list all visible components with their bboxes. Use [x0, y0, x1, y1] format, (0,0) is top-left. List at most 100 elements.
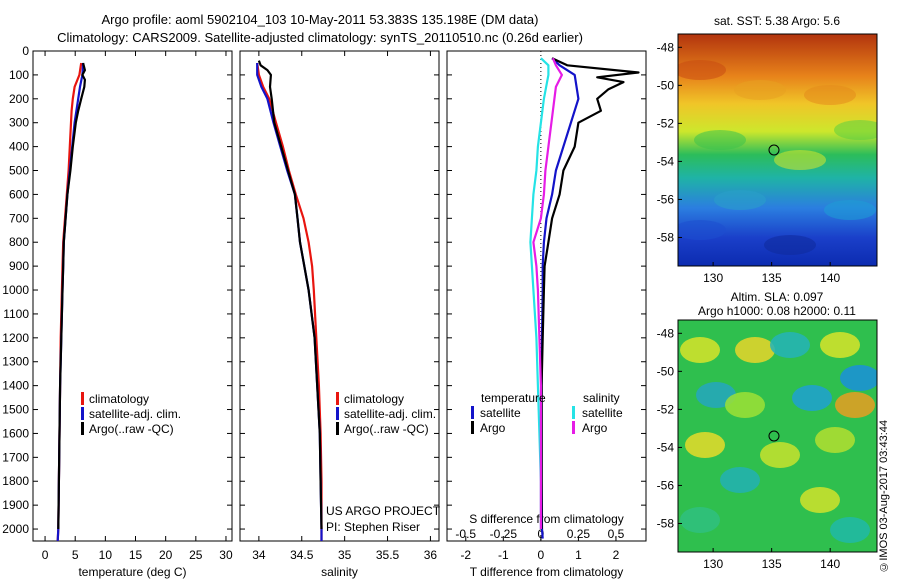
sla-patch [815, 427, 855, 453]
xtick-label: -1 [498, 548, 509, 562]
map-xtick-label: 135 [762, 557, 782, 571]
ytick-label: 0 [22, 44, 29, 58]
legend-label: Argo(..raw -QC) [344, 422, 429, 436]
legend-title: temperature [481, 391, 546, 405]
legend-swatch [471, 406, 474, 419]
legend-swatch [572, 421, 575, 434]
legend-title: salinity [583, 391, 620, 405]
figure-title-line2: Climatology: CARS2009. Satellite-adjuste… [57, 30, 583, 45]
map-frame-4 [677, 319, 878, 553]
sla-patch [820, 332, 860, 358]
map-ytick-label: -52 [657, 116, 675, 130]
ytick-label: 1300 [2, 355, 29, 369]
legend-label: satellite-adj. clim. [344, 407, 436, 421]
legend-label: satellite-adj. clim. [89, 407, 181, 421]
xtick-label: 0 [42, 548, 49, 562]
sla-patch [760, 442, 800, 468]
sla-patch [720, 467, 760, 493]
legend-swatch [81, 407, 84, 420]
series-line-s-argo [532, 57, 564, 529]
map-field-4 [678, 320, 877, 552]
sla-patch [725, 392, 765, 418]
annotation-pi: PI: Stephen Riser [326, 520, 420, 534]
ytick-label: 1100 [3, 307, 29, 321]
legend-swatch [336, 407, 339, 420]
map-title-sla: Altim. SLA: 0.097 [731, 290, 824, 304]
map-ytick-label: -50 [657, 364, 675, 378]
map-ytick-label: -54 [657, 154, 675, 168]
ytick-label: 400 [9, 140, 29, 154]
legend-label: Argo(..raw -QC) [89, 422, 174, 436]
ytick-label: 1900 [2, 498, 29, 512]
series-line-t-argo [540, 57, 640, 529]
ytick-label: 2000 [2, 522, 29, 536]
map-ytick-label: -56 [657, 192, 675, 206]
sst-patch [824, 200, 876, 220]
sla-patch [840, 365, 877, 391]
float-position-marker [768, 144, 780, 156]
map-title-sst: sat. SST: 5.38 Argo: 5.6 [714, 14, 840, 28]
series-line-satellite-adj-clim- [256, 63, 323, 541]
map-ytick-label: -58 [657, 230, 675, 244]
ytick-label: 1400 [2, 379, 29, 393]
ytick-label: 700 [9, 211, 29, 225]
sst-patch [714, 190, 766, 210]
series-line-climatology [256, 62, 323, 541]
sst-patch [734, 80, 786, 100]
x-axis-label: temperature (deg C) [78, 565, 186, 579]
legend-label: satellite [480, 406, 521, 420]
sst-patch [678, 60, 726, 80]
map-subtitle-sla: Argo h1000: 0.08 h2000: 0.11 [698, 304, 856, 318]
ytick-label: 200 [9, 92, 29, 106]
map-ytick-label: -48 [657, 326, 675, 340]
sla-patch [680, 337, 720, 363]
map-ytick-label: -48 [657, 40, 675, 54]
s-tick-label: -0.5 [455, 527, 476, 541]
legend-label: Argo [480, 421, 506, 435]
annotation-project: US ARGO PROJECT [326, 504, 441, 518]
xtick-label: 34 [252, 548, 266, 562]
ytick-label: 1500 [2, 403, 29, 417]
sla-patch [735, 337, 775, 363]
map-ytick-label: -50 [657, 78, 675, 92]
legend-swatch [471, 421, 474, 434]
sst-patch [834, 120, 877, 140]
s-tick-label: 0.25 [567, 527, 591, 541]
legend-swatch [336, 392, 339, 405]
sla-patch [792, 385, 832, 411]
map-field-3 [678, 34, 877, 266]
map-xtick-label: 135 [762, 271, 782, 285]
map-ytick-label: -52 [657, 402, 675, 416]
xtick-label: 30 [219, 548, 233, 562]
xtick-label: 10 [99, 548, 113, 562]
map-xtick-label: 140 [820, 271, 840, 285]
ytick-label: 100 [9, 68, 29, 82]
float-position-marker [768, 430, 780, 442]
legend-swatch [336, 422, 339, 435]
sla-patch [770, 332, 810, 358]
sst-patch [774, 150, 826, 170]
xtick-label: 5 [72, 548, 79, 562]
ytick-label: 1700 [2, 450, 29, 464]
sla-patch [685, 432, 725, 458]
series-line-argo-raw-qc- [257, 60, 323, 530]
x-axis-label: salinity [321, 565, 358, 579]
series-line-t-satellite [540, 57, 580, 539]
legend-label: climatology [89, 392, 149, 406]
sla-patch [800, 487, 840, 513]
xtick-label: 35.5 [376, 548, 400, 562]
map-xtick-label: 130 [703, 557, 723, 571]
map-xtick-label: 140 [820, 557, 840, 571]
xtick-label: 25 [189, 548, 203, 562]
sla-patch [680, 507, 720, 533]
xtick-label: -2 [460, 548, 471, 562]
legend-label: Argo [582, 421, 608, 435]
legend-label: climatology [344, 392, 404, 406]
sst-patch [694, 130, 746, 150]
s-axis-label: S difference from climatology [469, 512, 624, 526]
xtick-label: 35 [338, 548, 352, 562]
map-frame-3 [677, 33, 878, 267]
map-ytick-label: -58 [657, 516, 675, 530]
panel-frame-0 [32, 50, 233, 542]
